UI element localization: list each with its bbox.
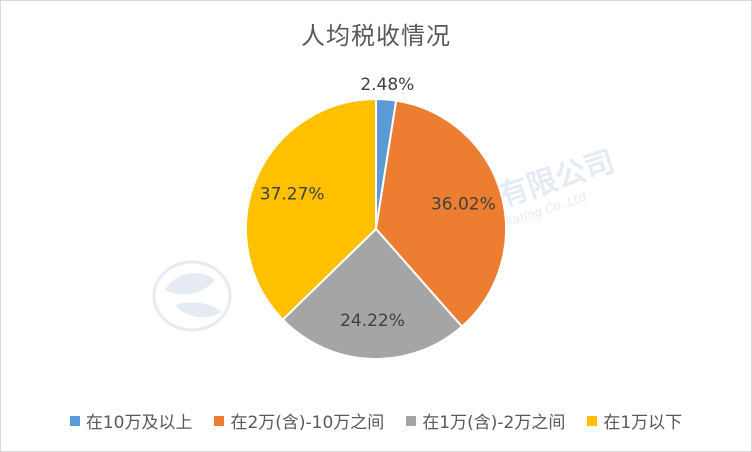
pie-slice-3 [281,227,464,360]
legend-swatch [69,415,80,426]
legend-item-4: 在1万以下 [587,408,682,433]
legend-item-3: 在1万(含)-2万之间 [406,408,565,433]
data-label-2: 36.02% [431,195,496,215]
legend-swatch [406,415,417,426]
chart-title: 人均税收情况 [301,22,451,50]
legend-label: 在10万及以上 [85,413,193,433]
data-label-4: 37.27% [260,185,325,205]
legend-label: 在2万(含)-10万之间 [230,413,385,433]
chart-legend: 在10万及以上 在2万(含)-10万之间 在1万(含)-2万之间 在1万以下 [0,408,752,433]
legend-item-2: 在2万(含)-10万之间 [214,408,384,433]
legend-label: 在1万以下 [603,413,683,433]
pie-slice-4 [245,97,377,322]
data-label-1: 2.48% [360,75,414,95]
legend-item-1: 在10万及以上 [69,408,193,433]
data-label-3: 24.22% [340,311,405,331]
legend-swatch [214,415,225,426]
pie-data-labels: 2.48% 36.02% 24.22% 37.27% [260,75,496,331]
pie-slices [245,97,507,360]
pie-slice-2 [374,99,507,328]
legend-label: 在1万(含)-2万之间 [422,413,566,433]
legend-swatch [587,415,598,426]
